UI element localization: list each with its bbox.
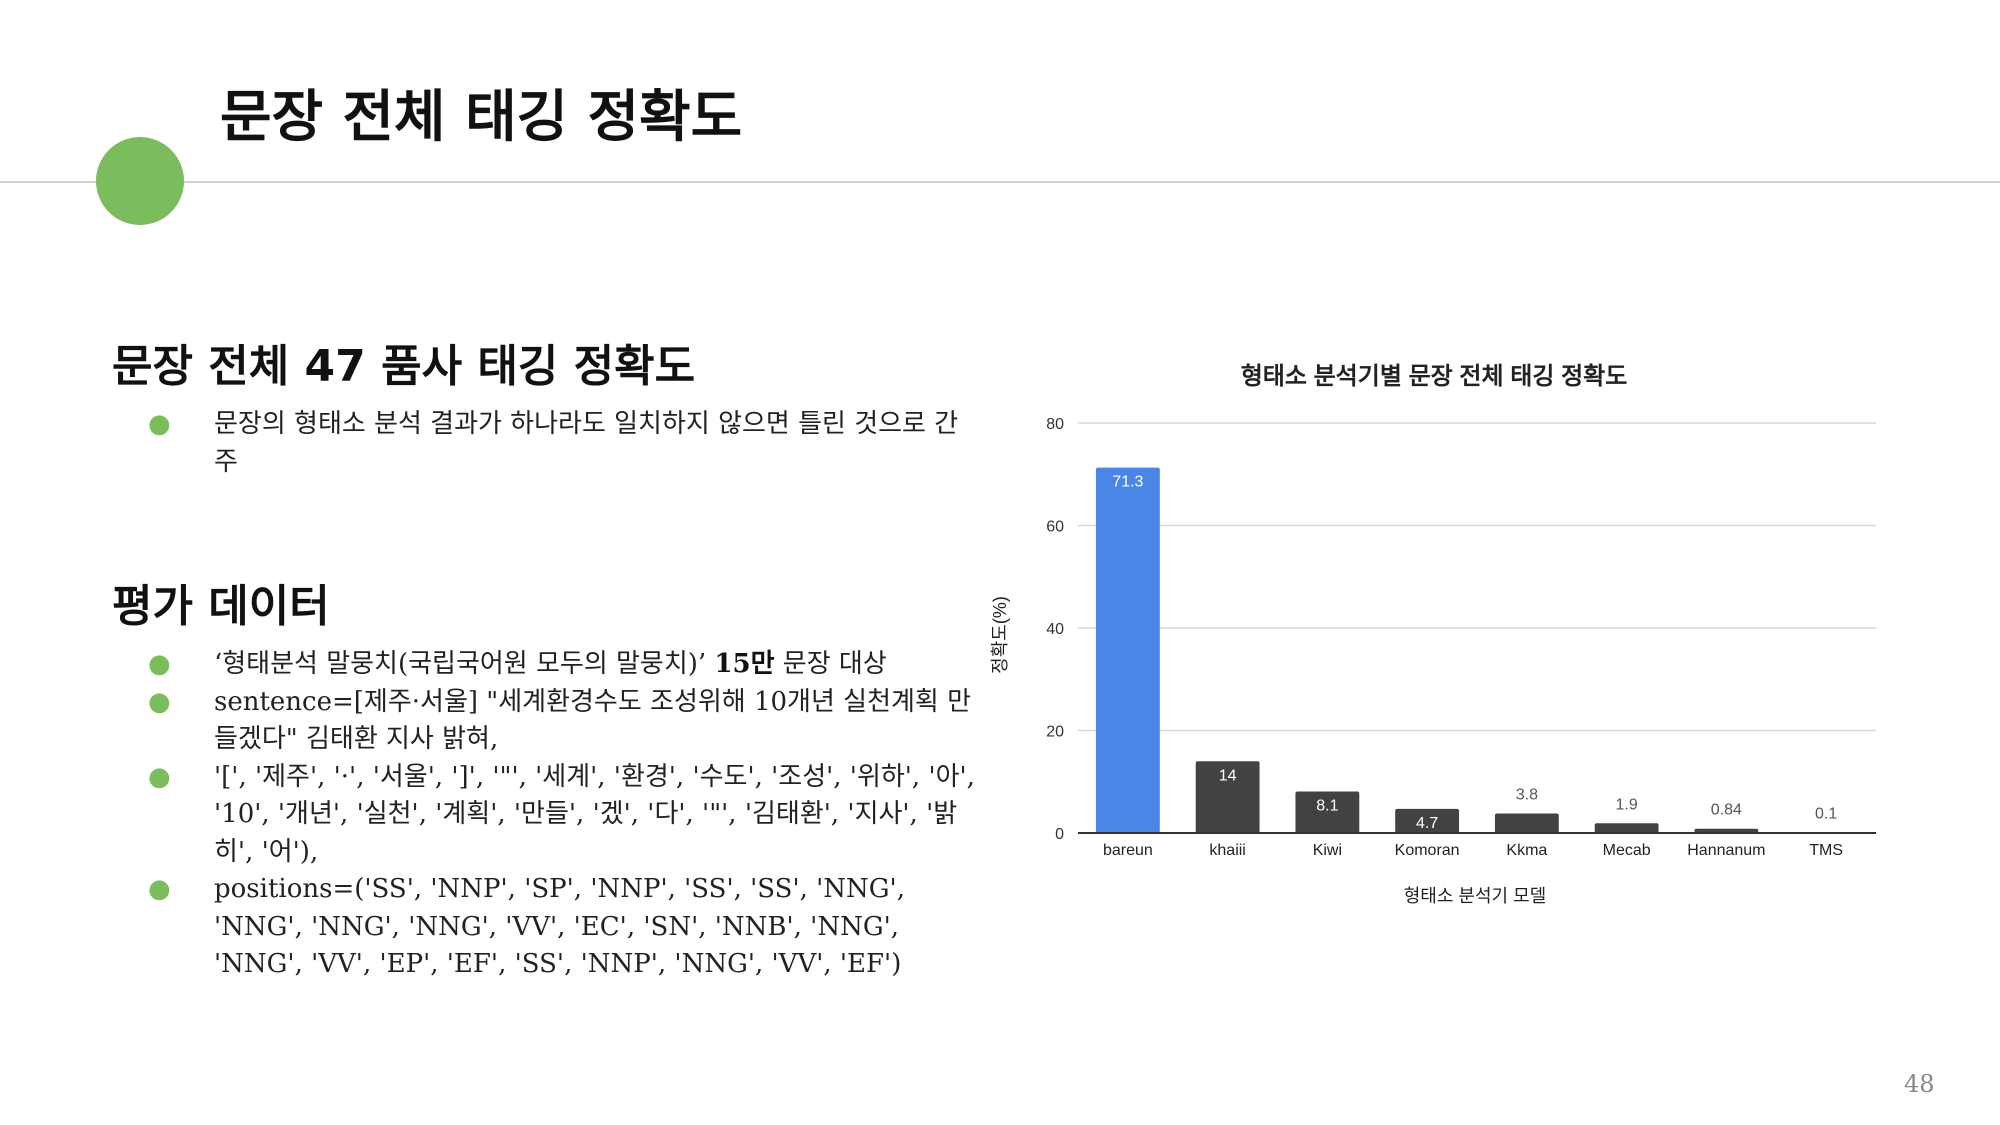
accuracy-bullet-list: ● 문장의 형태소 분석 결과가 하나라도 일치하지 않으면 틀린 것으로 간주 bbox=[148, 406, 978, 481]
bullet-icon: ● bbox=[148, 409, 171, 439]
x-tick-label: TMS bbox=[1809, 842, 1843, 859]
y-tick-label: 20 bbox=[1046, 724, 1064, 741]
eval-data-bullet-list: ● ‘형태분석 말뭉치(국립국어원 모두의 말뭉치)’ 15만 문장 대상 ● se… bbox=[148, 646, 978, 984]
bullet-icon: ● bbox=[148, 761, 171, 792]
chart-bars bbox=[1095, 467, 1859, 833]
bullet-text: '[', '제주', '·', '서울', ']', '"', '세계', '환… bbox=[214, 761, 975, 867]
data-label: 1.9 bbox=[1616, 796, 1638, 813]
bar bbox=[1195, 761, 1260, 833]
data-label: 4.7 bbox=[1416, 815, 1438, 832]
x-tick-label: Komoran bbox=[1395, 842, 1460, 859]
bullet-text: 문장의 형태소 분석 결과가 하나라도 일치하지 않으면 틀린 것으로 간주 bbox=[214, 409, 959, 477]
bar bbox=[1095, 467, 1160, 833]
bullet-text-post: 문장 대상 bbox=[774, 649, 887, 679]
data-label: 0.84 bbox=[1711, 802, 1742, 819]
list-item: ● positions=('SS', 'NNP', 'SP', 'NNP', 'S… bbox=[148, 871, 978, 984]
y-tick-label: 40 bbox=[1046, 621, 1064, 638]
data-label: 3.8 bbox=[1516, 787, 1538, 804]
list-item: ● sentence=[제주·서울] "세계환경수도 조성위해 10개년 실천계획… bbox=[148, 684, 978, 759]
bar bbox=[1295, 791, 1360, 833]
x-axis-title: 형태소 분석기 모델 bbox=[1404, 886, 1546, 906]
bar-value-labels: 71.3 14 8.1 4.7 3.8 1.9 0.84 0.1 bbox=[1112, 474, 1837, 832]
bullet-icon: ● bbox=[148, 649, 171, 679]
y-tick-label: 0 bbox=[1055, 826, 1064, 843]
bullet-text-bold: 15만 bbox=[714, 649, 775, 679]
y-axis-ticks: 0 20 40 60 80 bbox=[1046, 416, 1064, 843]
bar bbox=[1395, 808, 1460, 833]
section-heading-eval-data: 평가 데이터 bbox=[112, 581, 330, 632]
page-number: 48 bbox=[1904, 1070, 1935, 1098]
bullet-text: sentence=[제주·서울] "세계환경수도 조성위해 10개년 실천계획 … bbox=[214, 686, 972, 755]
slide-title: 문장 전체 태깅 정확도 bbox=[220, 85, 743, 150]
y-tick-label: 60 bbox=[1046, 519, 1064, 536]
data-label: 8.1 bbox=[1316, 797, 1338, 814]
bullet-icon: ● bbox=[148, 686, 171, 717]
x-tick-label: bareun bbox=[1103, 842, 1153, 859]
data-label: 71.3 bbox=[1112, 474, 1143, 491]
accuracy-bar-chart: 형태소 분석기별 문장 전체 태깅 정확도 0 20 40 60 80 71.3 14 8.… bbox=[990, 363, 1876, 906]
bullet-icon: ● bbox=[148, 874, 171, 904]
list-item: ● 문장의 형태소 분석 결과가 하나라도 일치하지 않으면 틀린 것으로 간주 bbox=[148, 406, 978, 481]
x-tick-label: Hannanum bbox=[1687, 842, 1765, 859]
data-label: 14 bbox=[1219, 767, 1237, 784]
x-tick-label: Kiwi bbox=[1313, 842, 1342, 859]
bar bbox=[1494, 813, 1559, 833]
bar bbox=[1694, 828, 1759, 833]
data-label: 0.1 bbox=[1815, 805, 1837, 822]
bullet-text: positions=('SS', 'NNP', 'SP', 'NNP', 'SS… bbox=[214, 874, 905, 979]
bar bbox=[1594, 823, 1659, 833]
title-divider bbox=[0, 181, 2000, 183]
section-heading-accuracy: 문장 전체 47 품사 태깅 정확도 bbox=[112, 341, 696, 392]
y-tick-label: 80 bbox=[1046, 416, 1064, 433]
accent-dot bbox=[96, 137, 184, 225]
x-tick-label: Mecab bbox=[1603, 842, 1651, 859]
bullet-text-pre: ‘형태분석 말뭉치(국립국어원 모두의 말뭉치)’ bbox=[214, 649, 715, 679]
chart-grid bbox=[1078, 422, 1876, 732]
x-tick-label: Kkma bbox=[1506, 842, 1547, 859]
y-axis-title: 정확도(%) bbox=[990, 596, 1010, 674]
x-axis-ticks: bareun khaiii Kiwi Komoran Kkma Mecab Hannanum… bbox=[1103, 842, 1843, 859]
chart-title: 형태소 분석기별 문장 전체 태깅 정확도 bbox=[1241, 363, 1628, 390]
x-tick-label: khaiii bbox=[1209, 842, 1245, 859]
list-item: ● ‘형태분석 말뭉치(국립국어원 모두의 말뭉치)’ 15만 문장 대상 bbox=[148, 646, 978, 684]
list-item: ● '[', '제주', '·', '서울', ']', '"', '세계', '… bbox=[148, 759, 978, 872]
